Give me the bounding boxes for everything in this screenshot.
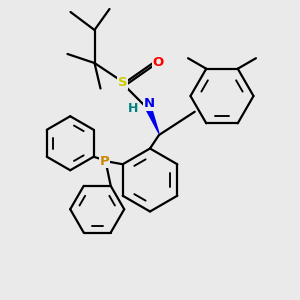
Text: S: S [118, 76, 127, 89]
Text: N: N [143, 97, 155, 110]
Text: P: P [100, 155, 110, 168]
Polygon shape [147, 109, 159, 134]
Text: O: O [153, 56, 164, 70]
Text: H: H [128, 101, 138, 115]
